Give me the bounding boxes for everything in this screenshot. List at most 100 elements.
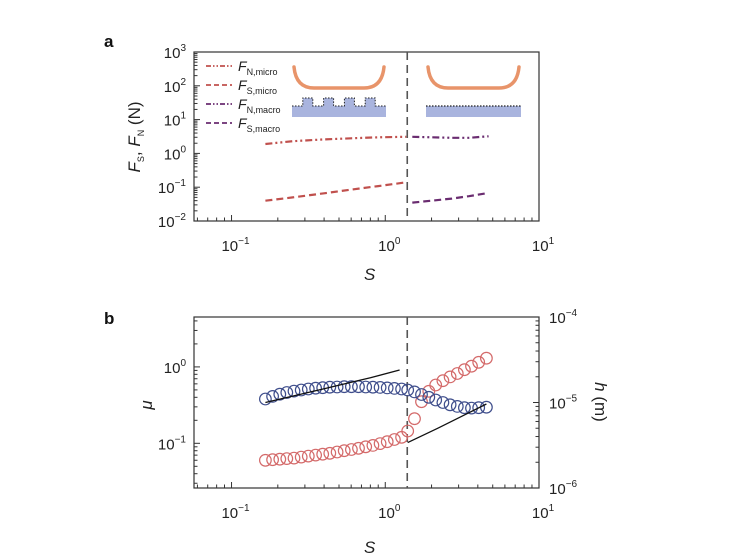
h-point [273, 387, 287, 401]
h-point [422, 390, 436, 404]
panel-a-y-axis-title: FS, FN (N) [125, 101, 146, 172]
h-point [266, 390, 280, 403]
series-h [259, 380, 493, 415]
h-point [345, 380, 358, 394]
h-point [366, 380, 380, 394]
h-point [408, 385, 421, 399]
mu-point [450, 367, 464, 380]
panel-b-right-y-tick-label: 10−5 [549, 394, 578, 413]
macro-inset [426, 65, 521, 117]
liquid-film-line [292, 97, 386, 107]
svg-text:FS, FN (N): FS, FN (N) [125, 101, 146, 172]
mu-point [323, 446, 337, 460]
h-point [301, 382, 315, 396]
h-point [287, 384, 301, 398]
mu-point [273, 452, 287, 466]
mu-point [316, 447, 330, 461]
fit-line-h-fit-macro [407, 403, 487, 444]
panel-b-x-axis-title: S [364, 538, 376, 557]
panel-a-letter: a [104, 32, 114, 51]
slider-shape [426, 65, 521, 90]
pillar [344, 98, 355, 106]
mu-point [465, 359, 478, 373]
panel-b-letter: b [104, 309, 114, 328]
fit-line-h-fit-micro [265, 369, 400, 404]
panel-a-x-axis-title: S [364, 265, 376, 284]
panel-b-right-axis-title: h (m) [591, 382, 610, 422]
mu-point [266, 453, 280, 467]
h-point [472, 401, 486, 415]
h-point [280, 386, 294, 399]
h-point [395, 382, 409, 396]
x-tick-label: 100 [378, 236, 401, 255]
slider-shape [292, 65, 386, 90]
panel-b-left-y-tick-label: 10−1 [158, 434, 187, 453]
mu-point [436, 374, 450, 388]
mu-point [280, 452, 294, 466]
panel-a-y-tick-label: 101 [164, 111, 187, 130]
x-tick-label: 10−1 [221, 503, 250, 522]
legend-label: FS,micro [238, 77, 277, 96]
mu-point [287, 451, 301, 465]
mu-label: μ [137, 400, 156, 411]
micro-inset [292, 65, 386, 117]
mu-point [352, 441, 365, 455]
panel-a-y-tick-label: 100 [164, 144, 187, 163]
mu-point [366, 439, 380, 452]
panel-b-right-y-tick-label: 10−4 [549, 308, 578, 327]
series-f-n-micro [265, 135, 407, 146]
series-mu [259, 351, 493, 467]
panel-b-left-axis-title: μ [137, 400, 156, 411]
h-point [458, 401, 471, 415]
mu-point [345, 443, 358, 456]
series-f-s-micro [265, 181, 407, 202]
h-point [429, 393, 443, 407]
mu-point [330, 445, 344, 459]
pillar [365, 98, 376, 106]
mu-point [395, 430, 409, 444]
h-point [294, 383, 308, 397]
mu-point [373, 437, 387, 451]
legend-label: FN,micro [238, 58, 278, 77]
mu-point [415, 395, 428, 409]
h-point [259, 392, 272, 406]
mu-point [443, 370, 457, 384]
h-point [388, 382, 401, 395]
legend-label: FS,macro [238, 115, 280, 134]
mu-point [472, 355, 486, 369]
mu-point [429, 378, 443, 392]
series-f-s-macro [412, 191, 489, 204]
h-point [436, 396, 450, 409]
substrate-block [426, 106, 521, 117]
mu-point [309, 448, 323, 462]
series-f-n-macro [412, 135, 489, 139]
mu-point [388, 433, 401, 446]
h-point [415, 388, 428, 401]
pillar [302, 98, 313, 106]
mu-point [480, 351, 493, 365]
h-point [380, 381, 394, 395]
x-tick-label: 101 [532, 236, 555, 255]
x-tick-label: 10−1 [221, 236, 250, 255]
mu-point [337, 444, 351, 458]
mu-point [380, 435, 394, 449]
h-point [480, 400, 493, 414]
h-point [373, 381, 387, 394]
h-label: h (m) [591, 382, 610, 422]
legend-label: FN,macro [238, 96, 281, 115]
h-point [401, 383, 415, 397]
panel-a-y-tick-label: 10−1 [158, 178, 187, 197]
panel-b-chart: 10−1 100 101 100 10−1 10−4 10−5 10−6 [158, 308, 578, 522]
panel-b-frame [193, 316, 540, 489]
panel-b-right-y-tick-label: 10−6 [549, 479, 578, 498]
h-point [443, 398, 457, 412]
x-tick-label: 100 [378, 503, 401, 522]
panel-a-frame [193, 51, 540, 222]
mu-point [294, 450, 308, 464]
mu-point [408, 412, 421, 426]
h-point [337, 380, 351, 394]
panel-a-y-tick-label: 10−2 [158, 212, 187, 231]
mu-point [259, 453, 272, 467]
